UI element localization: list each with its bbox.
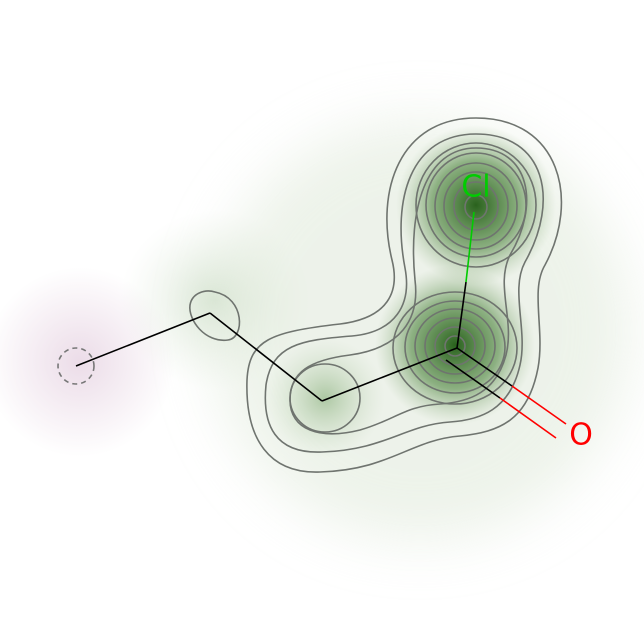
contour-co-6 — [444, 335, 466, 357]
bond-a3-a5-line1 — [456, 347, 513, 387]
contour-co-3 — [414, 308, 496, 384]
contour-methylene — [289, 363, 361, 433]
contour-co-2 — [404, 300, 506, 394]
bond-a3-a5-line2-colored — [499, 397, 557, 439]
bond-a0-a1 — [75, 312, 211, 367]
atom-label-o: O — [569, 418, 593, 453]
contour-co-1 — [392, 291, 518, 405]
bond-a3-a4-colored — [465, 211, 475, 283]
contour-cl-2 — [425, 152, 527, 258]
contour-co-4 — [424, 317, 486, 375]
contour-ch2-lobe — [189, 290, 241, 341]
bonds — [75, 211, 567, 439]
contour-cl-3 — [434, 162, 518, 250]
bond-a3-a4 — [456, 281, 467, 349]
contour-3 — [289, 147, 528, 435]
contour-lines — [189, 117, 563, 473]
atom-labels: Cl O — [461, 170, 593, 453]
bond-a3-a5-line1-colored — [511, 385, 567, 425]
attachment-point-ring — [57, 347, 95, 385]
contour-2 — [264, 133, 544, 453]
bond-a2-a3 — [321, 347, 458, 402]
contour-cl-6 — [464, 194, 488, 220]
atom-label-cl: Cl — [461, 170, 490, 205]
bond-a1-a2 — [209, 312, 323, 402]
contour-cl-4 — [443, 171, 509, 241]
contour-cl-5 — [453, 181, 499, 231]
contour-cl-1 — [415, 142, 537, 268]
carbonyl-hotspot — [375, 265, 535, 425]
contour-co-5 — [434, 326, 476, 366]
contour-outer — [246, 117, 563, 473]
bond-a3-a5-line2 — [445, 359, 501, 399]
methylene-hotspot — [265, 338, 385, 458]
weight-heatmap — [0, 120, 630, 540]
